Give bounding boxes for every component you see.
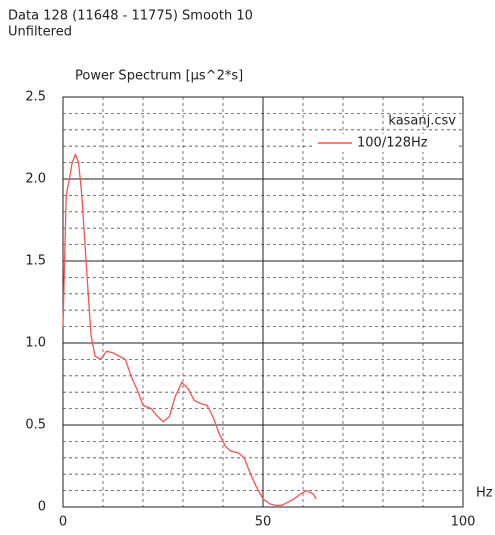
y-axis-label: Power Spectrum [μs^2*s] [75, 69, 243, 84]
x-tick-label: 100 [451, 515, 476, 530]
y-tick-label: 2.0 [25, 172, 46, 187]
x-tick-label: 50 [255, 515, 272, 530]
y-tick-label: 1.0 [25, 336, 46, 351]
line-series [62, 152, 317, 507]
legend-title: kasanj.csv [388, 114, 456, 129]
chart-subtitle: Unfiltered [8, 25, 72, 40]
legend-background [312, 134, 458, 152]
chart-title: Data 128 (11648 - 11775) Smooth 10 [8, 9, 253, 24]
y-tick-label: 0.5 [25, 418, 46, 433]
x-axis-label: Hz [476, 486, 493, 501]
y-tick-label: 0 [38, 500, 46, 515]
x-tick-label: 0 [59, 515, 67, 530]
y-tick-label: 1.5 [25, 254, 46, 269]
legend-label: 100/128Hz [357, 136, 428, 151]
y-tick-label: 2.5 [25, 90, 46, 105]
